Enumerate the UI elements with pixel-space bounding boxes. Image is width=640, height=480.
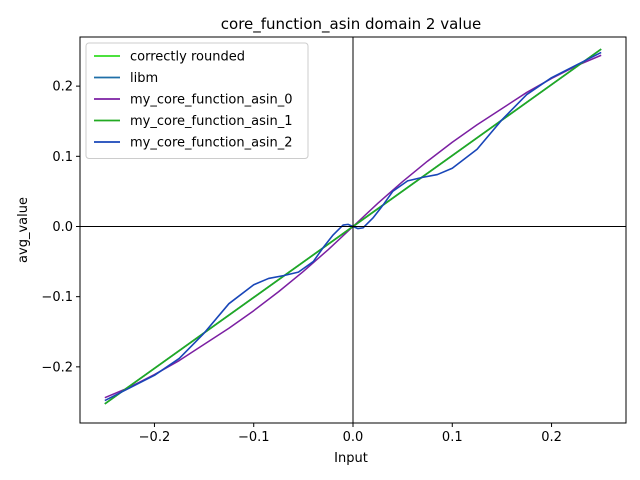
x-tick-label: 0.1 bbox=[442, 430, 463, 445]
y-axis-label: avg_value bbox=[16, 197, 31, 263]
x-tick-label: −0.2 bbox=[139, 430, 171, 445]
x-axis-label: Input bbox=[334, 451, 368, 466]
series-group bbox=[80, 37, 626, 423]
plot-area bbox=[80, 37, 626, 423]
y-tick-label: 0.1 bbox=[52, 150, 73, 165]
x-tick-label: −0.1 bbox=[238, 430, 270, 445]
legend-box bbox=[85, 42, 309, 159]
legend-label-4: my_core_function_asin_1 bbox=[130, 114, 292, 129]
y-tick-label: −0.1 bbox=[41, 290, 73, 305]
y-tick-label: 0.2 bbox=[52, 80, 73, 95]
legend-label-3: my_core_function_asin_0 bbox=[130, 93, 292, 108]
chart-title: core_function_asin domain 2 value bbox=[221, 15, 481, 34]
legend: correctly rounded libm my_core_function_as… bbox=[85, 42, 309, 159]
legend-label-5: my_core_function_asin_2 bbox=[130, 136, 292, 151]
legend-label-2: libm bbox=[130, 71, 158, 86]
legend-label-1: correctly rounded bbox=[130, 50, 245, 65]
y-tick-label: −0.2 bbox=[41, 360, 73, 375]
y-tick-label: 0.0 bbox=[52, 220, 73, 235]
x-tick-label: 0.2 bbox=[541, 430, 562, 445]
x-tick-label: 0.0 bbox=[343, 430, 364, 445]
axes: −0.2 −0.1 0.0 0.1 0.2 −0.2 −0.1 0.0 0.1 0.2 bbox=[41, 36, 627, 445]
